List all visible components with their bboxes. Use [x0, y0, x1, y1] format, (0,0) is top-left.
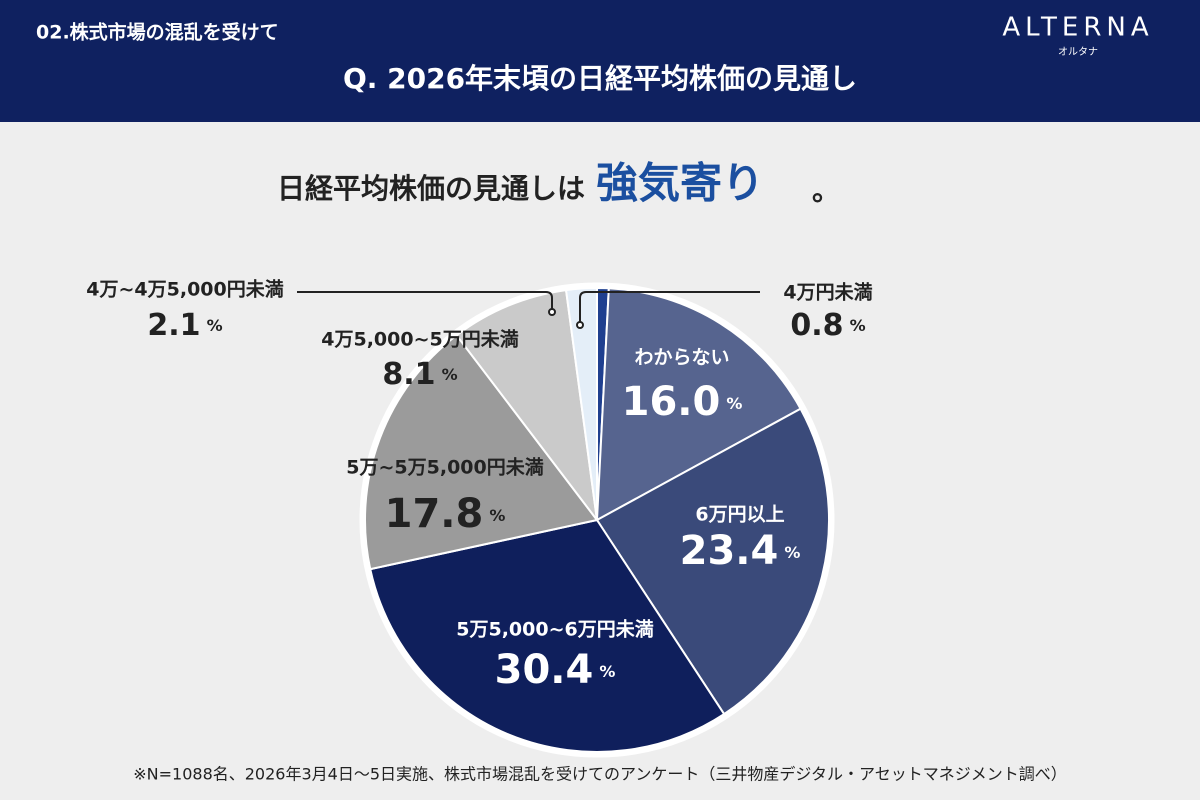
headline-emphasis: 強気寄り: [596, 159, 764, 208]
section-title: 02.株式市場の混乱を受けて: [36, 21, 279, 44]
slice-label: 6万円以上: [695, 504, 784, 526]
headline: 日経平均株価の見通しは: [277, 172, 585, 205]
value-label: 2.1: [147, 308, 200, 343]
value-unit: %: [599, 662, 615, 681]
pie-slice: [364, 333, 599, 571]
slice-label: 5万5,000~6万円未満: [456, 618, 653, 641]
value-unit: %: [207, 316, 223, 335]
value-unit: %: [850, 316, 866, 335]
value-label-group: 16.0%: [622, 379, 743, 425]
slice-label: 4万円未満: [783, 281, 872, 304]
slice-label: 4万5,000~5万円未満: [321, 328, 518, 351]
logo-kana: オルタナ: [1058, 46, 1098, 58]
value-label-group: 0.8%: [790, 308, 865, 343]
value-unit: %: [784, 543, 800, 562]
value-unit: %: [442, 365, 458, 384]
pie-slice: [369, 518, 726, 753]
pie: [359, 282, 835, 758]
question-title: Q. 2026年末頃の日経平均株価の見通し: [343, 62, 857, 95]
value-label: 0.8: [790, 308, 843, 343]
footnote: ※N=1088名、2026年3月4日〜5日実施、株式市場混乱を受けてのアンケート…: [133, 765, 1066, 784]
value-label-group: 2.1%: [147, 308, 222, 343]
pie-outline: [359, 282, 835, 758]
value-unit: %: [489, 506, 505, 525]
value-label: 8.1: [382, 357, 435, 392]
value-label: 17.8: [385, 491, 484, 537]
leader-line: [579, 291, 760, 325]
leader-dot: [576, 321, 584, 329]
pie-slice: [595, 287, 802, 522]
value-label-group: 8.1%: [382, 357, 457, 392]
slice-label: わからない: [634, 347, 729, 369]
value-unit: %: [726, 394, 742, 413]
value-label-group: 17.8%: [385, 491, 506, 537]
pie-slice: [564, 286, 598, 521]
pie-slice: [455, 288, 599, 524]
header-bar: [0, 0, 1200, 122]
value-label-group: 23.4%: [680, 528, 801, 574]
value-label: 23.4: [680, 528, 779, 574]
value-label: 30.4: [495, 647, 594, 693]
pie-slice: [595, 407, 830, 716]
logo: ALTERNA: [1002, 13, 1153, 43]
value-label-group: 30.4%: [495, 647, 616, 693]
value-label: 16.0: [622, 379, 721, 425]
leader-dot: [548, 308, 556, 316]
headline-end: 。: [812, 174, 840, 207]
leader-line: [297, 291, 553, 310]
slice-label: 5万~5万5,000円未満: [346, 456, 543, 479]
slice-label: 4万~4万5,000円未満: [86, 278, 283, 301]
